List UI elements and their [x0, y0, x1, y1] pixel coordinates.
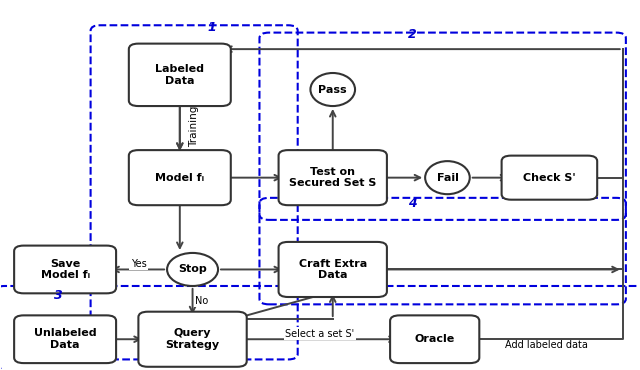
- Text: 4: 4: [408, 197, 417, 210]
- FancyBboxPatch shape: [14, 246, 116, 293]
- Text: No: No: [195, 296, 209, 306]
- Ellipse shape: [167, 253, 218, 286]
- Text: Test on
Secured Set S: Test on Secured Set S: [289, 167, 376, 188]
- Text: Training: Training: [189, 105, 199, 147]
- Ellipse shape: [425, 161, 470, 194]
- Text: Save
Model fᵢ: Save Model fᵢ: [40, 259, 90, 280]
- FancyBboxPatch shape: [129, 44, 231, 106]
- FancyBboxPatch shape: [502, 156, 597, 200]
- FancyBboxPatch shape: [390, 315, 479, 363]
- FancyBboxPatch shape: [138, 312, 246, 367]
- Text: Fail: Fail: [436, 173, 458, 183]
- Text: 1: 1: [207, 21, 216, 34]
- Text: Craft Extra
Data: Craft Extra Data: [299, 259, 367, 280]
- Text: Select a set S': Select a set S': [285, 329, 355, 339]
- Text: Pass: Pass: [319, 84, 347, 94]
- Text: Query
Strategy: Query Strategy: [166, 329, 220, 350]
- Text: Labeled
Data: Labeled Data: [156, 64, 204, 85]
- Text: Add labeled data: Add labeled data: [505, 340, 588, 350]
- Text: 3: 3: [54, 289, 63, 302]
- Text: Oracle: Oracle: [415, 334, 455, 344]
- Text: Stop: Stop: [178, 265, 207, 275]
- FancyBboxPatch shape: [129, 150, 231, 205]
- Ellipse shape: [310, 73, 355, 106]
- FancyBboxPatch shape: [278, 242, 387, 297]
- FancyBboxPatch shape: [278, 150, 387, 205]
- Text: Check S': Check S': [523, 173, 576, 183]
- Text: Model fᵢ: Model fᵢ: [156, 173, 204, 183]
- Text: Yes: Yes: [131, 259, 147, 269]
- Text: 2: 2: [408, 28, 417, 41]
- Text: Unlabeled
Data: Unlabeled Data: [34, 329, 97, 350]
- FancyBboxPatch shape: [14, 315, 116, 363]
